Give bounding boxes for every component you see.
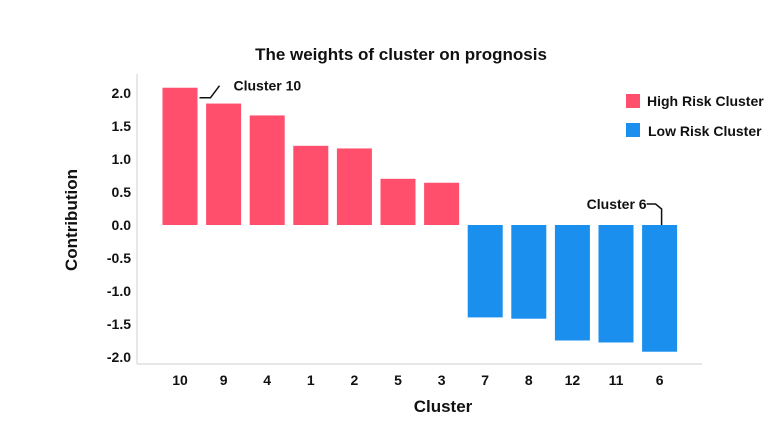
y-tick-labels: 2.0 1.5 1.0 0.5 0.0 -0.5 -1.0 -1.5 -2.0 — [107, 85, 131, 365]
annotation-leader-cluster-6 — [646, 203, 663, 225]
bar-high-risk-cluster-4 — [249, 115, 285, 225]
legend: High Risk Cluster Low Risk Cluster — [626, 93, 764, 139]
x-axis-label: Cluster — [414, 397, 473, 416]
y-tick-label: 1.5 — [112, 118, 132, 134]
y-tick-label: 1.0 — [112, 151, 132, 167]
x-tick-label: 3 — [438, 372, 446, 388]
annotations: Cluster 10 Cluster 6 — [199, 78, 663, 225]
y-tick-label: -2.0 — [107, 349, 131, 365]
chart-title: The weights of cluster on prognosis — [255, 45, 547, 64]
y-tick-label: 2.0 — [112, 85, 132, 101]
y-tick-label: 0.0 — [112, 217, 132, 233]
y-tick-label: -0.5 — [107, 250, 131, 266]
bar-high-risk-cluster-9 — [206, 103, 242, 225]
x-tick-labels: 10 9 4 1 2 5 3 7 8 12 11 6 — [172, 372, 663, 388]
x-tick-label: 8 — [525, 372, 533, 388]
legend-label-high-risk: High Risk Cluster — [647, 93, 764, 109]
y-tick-label: -1.0 — [107, 283, 131, 299]
bar-high-risk-cluster-10 — [162, 87, 198, 225]
bar-high-risk-cluster-5 — [380, 178, 416, 225]
x-tick-label: 10 — [172, 372, 188, 388]
x-tick-label: 1 — [307, 372, 315, 388]
x-tick-label: 11 — [609, 372, 624, 388]
bar-low-risk-cluster-7 — [467, 225, 503, 318]
x-tick-label: 2 — [351, 372, 359, 388]
legend-swatch-low-risk — [626, 123, 640, 137]
y-tick-label: 0.5 — [112, 184, 132, 200]
bar-low-risk-cluster-8 — [511, 225, 547, 319]
x-tick-label: 6 — [656, 372, 664, 388]
annotation-cluster-6: Cluster 6 — [587, 196, 647, 212]
y-axis-label: Contribution — [62, 169, 81, 271]
bar-low-risk-cluster-6 — [642, 225, 678, 352]
legend-label-low-risk: Low Risk Cluster — [648, 123, 762, 139]
bars — [162, 87, 678, 352]
annotation-leader-cluster-10 — [199, 85, 221, 99]
x-tick-label: 4 — [263, 372, 271, 388]
y-tick-label: -1.5 — [107, 316, 131, 332]
x-tick-label: 9 — [220, 372, 228, 388]
bar-low-risk-cluster-12 — [554, 225, 590, 341]
annotation-cluster-10: Cluster 10 — [234, 78, 302, 94]
bar-low-risk-cluster-11 — [598, 225, 634, 343]
legend-swatch-high-risk — [626, 94, 640, 108]
x-tick-label: 7 — [481, 372, 489, 388]
bar-high-risk-cluster-3 — [424, 182, 460, 225]
x-tick-label: 12 — [565, 372, 581, 388]
bar-high-risk-cluster-2 — [336, 148, 372, 225]
x-tick-label: 5 — [394, 372, 402, 388]
bar-high-risk-cluster-1 — [293, 145, 329, 225]
